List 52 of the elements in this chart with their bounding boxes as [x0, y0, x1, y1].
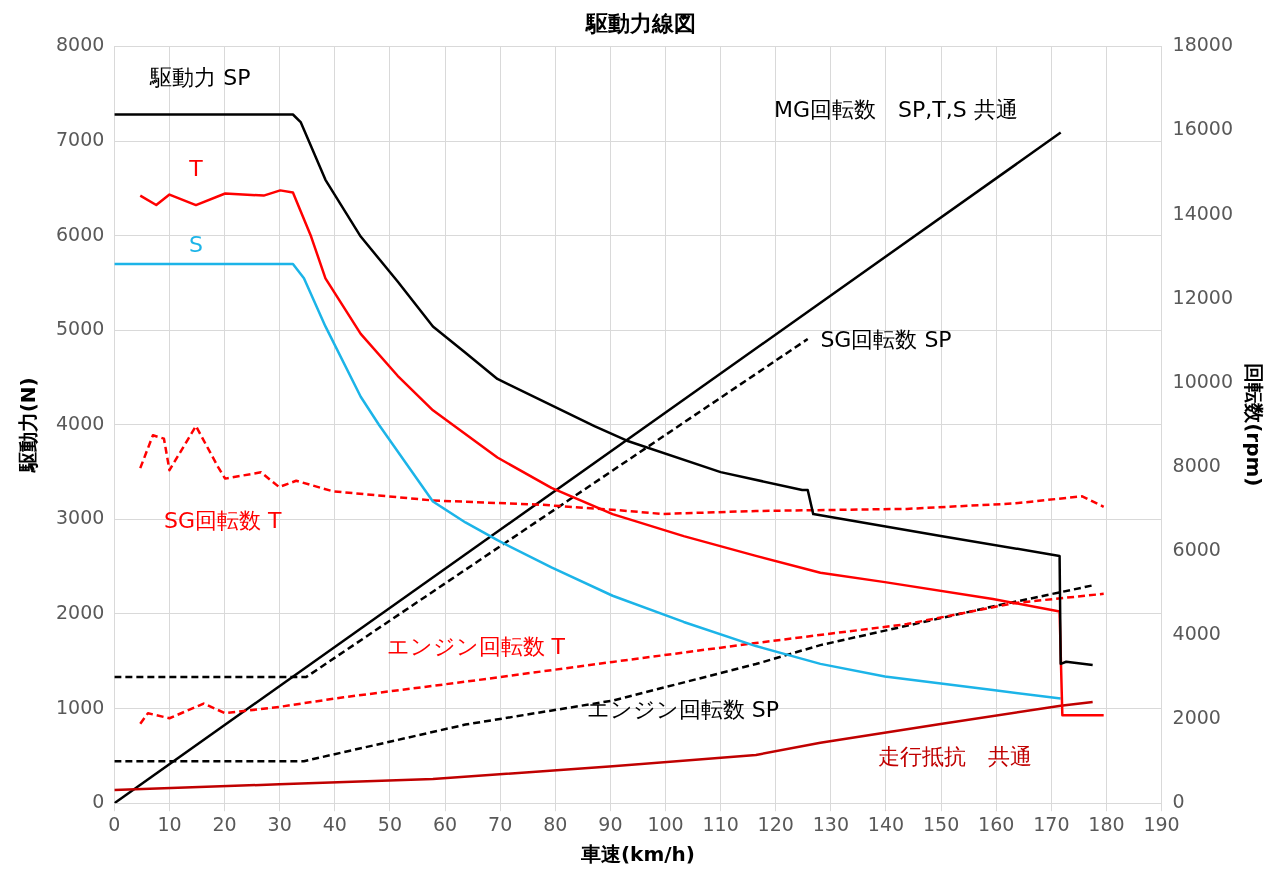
- series-label: SG回転数 SP: [820, 326, 952, 352]
- x-tick-label: 30: [267, 812, 292, 835]
- y-axis-title: 駆動力(N): [16, 377, 41, 474]
- y-tick-label: 2000: [55, 600, 105, 623]
- y2-axis-title: 回転数(rpm): [1241, 363, 1266, 487]
- y-tick-label: 3000: [55, 506, 105, 529]
- y2-tick-label: 8000: [1172, 453, 1221, 476]
- x-tick-label: 50: [377, 812, 403, 835]
- x-tick-label: 80: [543, 812, 568, 835]
- series-label: 走行抵抗 共通: [877, 743, 1032, 769]
- series-label: SG回転数 T: [163, 508, 282, 534]
- y2-tick-label: 10000: [1172, 369, 1234, 392]
- x-tick-label: 100: [647, 812, 684, 835]
- x-tick-label: 160: [978, 812, 1015, 835]
- x-tick-label: 70: [488, 812, 513, 835]
- y2-tick-label: 4000: [1172, 621, 1221, 644]
- series-label: T: [188, 156, 204, 182]
- chart-title: 駆動力線図: [585, 10, 696, 36]
- y-tick-label: 1000: [55, 695, 105, 718]
- y2-tick-label: 12000: [1172, 285, 1234, 308]
- x-tick-label: 150: [922, 812, 960, 835]
- x-tick-label: 170: [1033, 812, 1070, 835]
- x-axis-title: 車速(km/h): [579, 842, 695, 867]
- y2-tick-label: 0: [1172, 790, 1185, 813]
- x-tick-label: 90: [598, 812, 623, 835]
- y2-tick-label: 18000: [1172, 33, 1234, 56]
- y2-tick-label: 6000: [1172, 537, 1221, 560]
- x-tick-label: 20: [212, 812, 237, 835]
- y2-tick-label: 16000: [1172, 117, 1234, 140]
- series-label: エンジン回転数 SP: [586, 696, 779, 722]
- x-tick-label: 120: [757, 812, 794, 835]
- x-tick-label: 130: [812, 812, 849, 835]
- x-tick-label: 140: [867, 812, 905, 835]
- series-label: 駆動力 SP: [149, 65, 251, 91]
- series-label: MG回転数 SP,T,S 共通: [774, 97, 1018, 123]
- x-tick-label: 110: [702, 812, 739, 835]
- y-tick-label: 6000: [55, 222, 105, 245]
- x-tick-label: 190: [1143, 812, 1180, 835]
- x-tick-label: 180: [1088, 812, 1125, 835]
- series-label: S: [188, 231, 203, 257]
- y-tick-label: 0: [92, 790, 105, 813]
- x-tick-label: 60: [432, 812, 458, 835]
- x-tick-label: 40: [322, 812, 347, 835]
- x-tick-label: 0: [108, 812, 121, 835]
- y2-tick-label: 14000: [1172, 201, 1234, 224]
- series-label: エンジン回転数 T: [386, 633, 566, 659]
- y-tick-label: 5000: [55, 317, 105, 340]
- y2-tick-label: 2000: [1172, 706, 1221, 729]
- y-tick-label: 8000: [55, 33, 105, 56]
- x-tick-label: 10: [157, 812, 182, 835]
- y-tick-label: 4000: [55, 411, 105, 434]
- y-tick-label: 7000: [55, 127, 105, 150]
